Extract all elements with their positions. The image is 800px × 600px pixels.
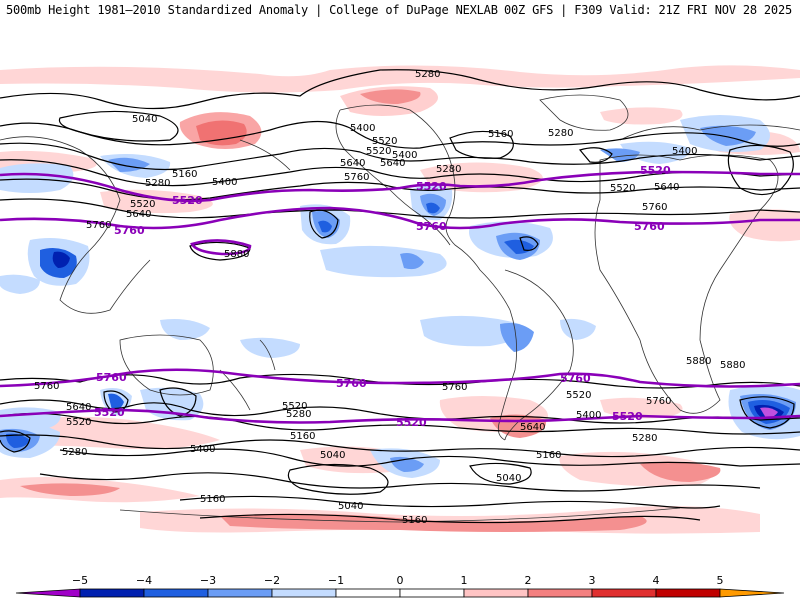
purple-contour-label: 5520 — [416, 180, 447, 193]
color-scale-tick-label: −1 — [328, 574, 344, 587]
color-scale-tick-label: 3 — [589, 574, 596, 587]
contour-label: 5520 — [282, 401, 307, 412]
contour-label: 5760 — [344, 172, 369, 183]
contour-label: 5280 — [632, 433, 657, 444]
purple-contour-label: 5520 — [640, 164, 671, 177]
contour-label: 5640 — [340, 158, 365, 169]
purple-contour-label: 5520 — [612, 410, 643, 423]
contour-label: 5520 — [366, 146, 391, 157]
contour-label: 5520 — [66, 417, 91, 428]
contour-label: 5520 — [130, 199, 155, 210]
contour-label: 5760 — [442, 382, 467, 393]
contour-label: 5160 — [290, 431, 315, 442]
color-scale-segment — [655, 588, 721, 598]
purple-contour-label: 5760 — [560, 372, 591, 385]
purple-contour-label: 5760 — [416, 220, 447, 233]
contour-label: 5760 — [34, 381, 59, 392]
contour-label: 5760 — [642, 202, 667, 213]
color-scale-segment — [719, 588, 785, 598]
contour-label: 5400 — [212, 177, 237, 188]
contour-label: 5760 — [646, 396, 671, 407]
color-scale-segment — [335, 588, 401, 598]
purple-contour-label: 5520 — [172, 194, 203, 207]
color-scale-segments — [15, 588, 785, 598]
contour-label: 5400 — [350, 123, 375, 134]
color-scale-tick-label: −3 — [200, 574, 216, 587]
contour-label: 5280 — [62, 447, 87, 458]
color-scale-segment — [143, 588, 209, 598]
color-scale-segment — [463, 588, 529, 598]
contour-label: 5160 — [200, 494, 225, 505]
contour-label: 5040 — [320, 450, 345, 461]
purple-contour-label: 5760 — [96, 371, 127, 384]
contour-label: 5160 — [488, 129, 513, 140]
purple-contour-label: 5760 — [114, 224, 145, 237]
color-scale-segment — [15, 588, 81, 598]
model-run-valid-time: 00Z GFS | F309 Valid: 21Z FRI NOV 28 202… — [503, 3, 792, 17]
color-scale-tick-label: 0 — [397, 574, 404, 587]
color-scale-tick-label: 4 — [653, 574, 660, 587]
contour-label: 5040 — [338, 501, 363, 512]
highlight-contour-labels: 5520 5760 5520 5760 5520 5760 5760 5520 … — [94, 164, 671, 429]
highlight-contours — [0, 170, 800, 424]
contour-label: 5400 — [576, 410, 601, 421]
color-scale-tick-label: −2 — [264, 574, 280, 587]
color-scale-segment — [591, 588, 657, 598]
contour-label: 5400 — [392, 150, 417, 161]
contour-label: 5160 — [172, 169, 197, 180]
contour-label: 5280 — [548, 128, 573, 139]
color-scale-segment — [207, 588, 273, 598]
contour-label: 5640 — [66, 402, 91, 413]
anomaly-map: 5280 5040 5400 5520 5640 5760 5400 5160 … — [0, 40, 800, 560]
color-scale-tick-label: −4 — [136, 574, 152, 587]
color-scale-ticks: −5 −4 −3 −2 −1 0 1 2 3 4 5 — [72, 574, 724, 587]
contour-label: 5880 — [686, 356, 711, 367]
contour-label: 5640 — [380, 158, 405, 169]
contour-label: 5520 — [372, 136, 397, 147]
contour-label: 5280 — [436, 164, 461, 175]
contour-label: 5280 — [286, 409, 311, 420]
color-scale-segment — [399, 588, 465, 598]
contour-label: 5160 — [536, 450, 561, 461]
contour-label: 5520 — [610, 183, 635, 194]
color-scale-tick-label: 5 — [717, 574, 724, 587]
contour-label: 5640 — [126, 209, 151, 220]
contour-label: 5040 — [496, 473, 521, 484]
contour-label: 5880 — [224, 249, 249, 260]
contour-label: 5760 — [86, 220, 111, 231]
chart-title: 500mb Height 1981–2010 Standardized Anom… — [6, 3, 498, 17]
color-scale-tick-label: 2 — [525, 574, 532, 587]
contour-label: 5640 — [520, 422, 545, 433]
color-scale-tick-label: 1 — [461, 574, 468, 587]
contour-label: 5280 — [145, 178, 170, 189]
purple-contour-label: 5760 — [336, 377, 367, 390]
color-scale-segment — [527, 588, 593, 598]
purple-contour-label: 5520 — [94, 406, 125, 419]
color-scale-legend: −5 −4 −3 −2 −1 0 1 2 3 4 5 — [15, 574, 785, 598]
contour-label: 5400 — [672, 146, 697, 157]
contour-label: 5640 — [654, 182, 679, 193]
color-scale-segment — [271, 588, 337, 598]
height-contours — [0, 69, 800, 524]
contour-label: 5880 — [720, 360, 745, 371]
purple-contour-label: 5760 — [634, 220, 665, 233]
contour-label: 5520 — [566, 390, 591, 401]
contour-label: 5280 — [415, 69, 440, 80]
color-scale-segment — [79, 588, 145, 598]
color-scale-tick-label: −5 — [72, 574, 88, 587]
contour-labels: 5280 5040 5400 5520 5640 5760 5400 5160 … — [34, 69, 745, 526]
contour-label: 5040 — [132, 114, 157, 125]
purple-contour-label: 5520 — [396, 416, 427, 429]
contour-label: 5400 — [190, 444, 215, 455]
contour-label: 5160 — [402, 515, 427, 526]
